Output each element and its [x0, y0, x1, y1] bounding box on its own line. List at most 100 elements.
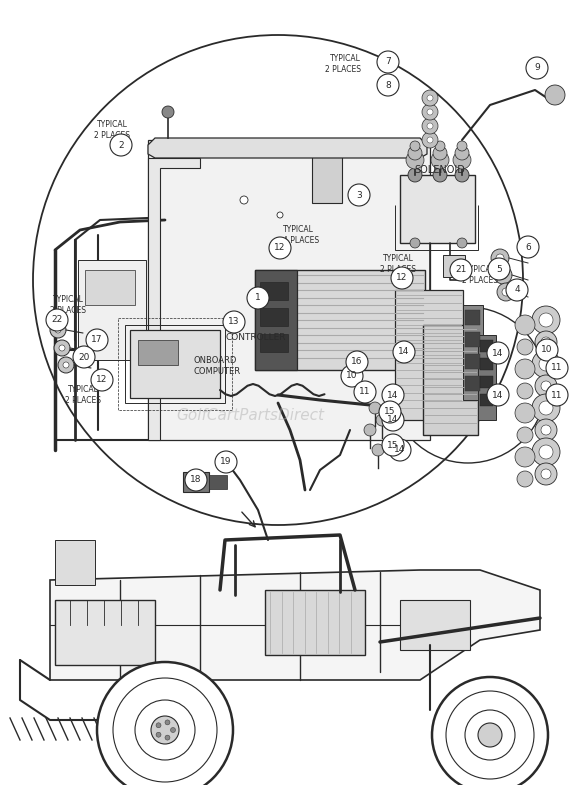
FancyBboxPatch shape	[130, 330, 220, 398]
Circle shape	[59, 345, 65, 351]
Circle shape	[450, 259, 472, 281]
Circle shape	[546, 357, 568, 379]
Circle shape	[494, 266, 512, 284]
Circle shape	[406, 151, 424, 169]
Text: 10: 10	[541, 345, 553, 355]
Circle shape	[369, 402, 381, 414]
Circle shape	[546, 384, 568, 406]
FancyBboxPatch shape	[465, 310, 480, 325]
Text: 14: 14	[394, 446, 406, 455]
Circle shape	[432, 677, 548, 785]
Text: GolfCartPartsDirect: GolfCartPartsDirect	[176, 407, 324, 422]
Circle shape	[497, 283, 515, 301]
Circle shape	[151, 716, 179, 744]
Text: 14: 14	[387, 415, 399, 425]
Text: 12: 12	[96, 375, 108, 385]
Circle shape	[457, 238, 467, 248]
Text: TYPICAL
2 PLACES: TYPICAL 2 PLACES	[462, 265, 498, 285]
Circle shape	[455, 146, 469, 160]
Circle shape	[410, 141, 420, 151]
Circle shape	[422, 132, 438, 148]
Circle shape	[535, 375, 557, 397]
Text: 18: 18	[190, 476, 201, 484]
Circle shape	[517, 339, 533, 355]
Text: 5: 5	[496, 265, 502, 273]
Circle shape	[269, 237, 291, 259]
Text: TYPICAL
2 PLACES: TYPICAL 2 PLACES	[325, 54, 361, 74]
Circle shape	[165, 735, 170, 740]
Text: 14: 14	[398, 348, 410, 356]
Circle shape	[517, 383, 533, 399]
FancyBboxPatch shape	[465, 376, 480, 391]
Circle shape	[247, 287, 269, 309]
FancyBboxPatch shape	[463, 305, 483, 400]
FancyBboxPatch shape	[480, 358, 493, 370]
FancyBboxPatch shape	[78, 260, 146, 360]
Circle shape	[539, 401, 553, 415]
Text: TYPICAL
2 PLACES: TYPICAL 2 PLACES	[94, 120, 130, 140]
Text: 14: 14	[492, 390, 504, 400]
Polygon shape	[148, 140, 430, 440]
Circle shape	[97, 662, 233, 785]
Circle shape	[457, 141, 467, 151]
Circle shape	[389, 439, 411, 461]
FancyBboxPatch shape	[183, 472, 209, 492]
Text: 9: 9	[534, 64, 540, 72]
FancyBboxPatch shape	[255, 270, 425, 370]
Circle shape	[535, 419, 557, 441]
Text: TYPICAL
2 PLACES: TYPICAL 2 PLACES	[65, 385, 101, 405]
Text: TYPICAL
4 PLACES: TYPICAL 4 PLACES	[283, 225, 319, 245]
Circle shape	[110, 134, 132, 156]
FancyBboxPatch shape	[312, 155, 342, 203]
Circle shape	[541, 337, 551, 347]
Circle shape	[156, 732, 161, 737]
Circle shape	[433, 146, 447, 160]
FancyBboxPatch shape	[400, 600, 470, 650]
Circle shape	[535, 463, 557, 485]
Circle shape	[422, 90, 438, 106]
Circle shape	[427, 137, 433, 143]
Circle shape	[63, 362, 69, 368]
Circle shape	[488, 258, 510, 280]
Circle shape	[376, 414, 388, 426]
Text: 13: 13	[228, 317, 240, 327]
Circle shape	[46, 309, 68, 331]
Circle shape	[532, 394, 560, 422]
Text: ONBOARD
COMPUTER: ONBOARD COMPUTER	[193, 356, 240, 376]
FancyBboxPatch shape	[480, 340, 493, 352]
Circle shape	[372, 444, 384, 456]
Text: SOLENOID: SOLENOID	[414, 165, 465, 175]
Polygon shape	[50, 570, 540, 680]
Circle shape	[91, 369, 113, 391]
FancyBboxPatch shape	[443, 255, 465, 277]
Text: 8: 8	[385, 81, 391, 89]
Circle shape	[491, 249, 509, 267]
Circle shape	[502, 288, 510, 296]
Circle shape	[487, 342, 509, 364]
Circle shape	[515, 315, 535, 335]
FancyBboxPatch shape	[395, 290, 463, 420]
Text: 11: 11	[551, 363, 563, 373]
Circle shape	[526, 57, 548, 79]
Circle shape	[487, 384, 509, 406]
Circle shape	[455, 168, 469, 182]
FancyBboxPatch shape	[465, 354, 480, 369]
Circle shape	[215, 451, 237, 473]
Circle shape	[223, 311, 245, 333]
Circle shape	[354, 381, 376, 403]
FancyBboxPatch shape	[465, 332, 480, 347]
Circle shape	[382, 384, 404, 406]
Circle shape	[391, 267, 413, 289]
Circle shape	[240, 196, 248, 204]
Circle shape	[435, 141, 445, 151]
Circle shape	[185, 469, 207, 491]
Circle shape	[478, 723, 502, 747]
Circle shape	[348, 184, 370, 206]
Text: 11: 11	[551, 390, 563, 400]
Circle shape	[422, 104, 438, 120]
Text: 12: 12	[396, 273, 408, 283]
Circle shape	[535, 331, 557, 353]
Text: 1: 1	[255, 294, 261, 302]
Circle shape	[532, 438, 560, 466]
Polygon shape	[148, 158, 200, 440]
